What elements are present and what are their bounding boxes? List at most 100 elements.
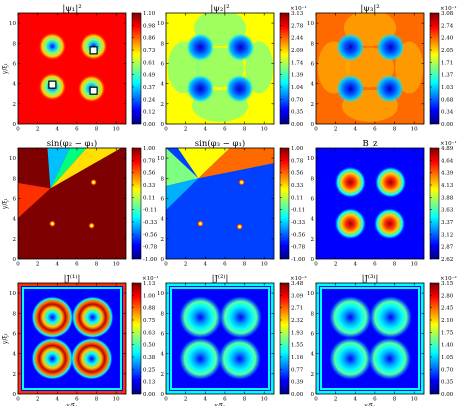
colorbar-tick-label: 1.37 xyxy=(441,73,454,79)
plot-frame xyxy=(315,147,425,260)
colorbar-tick-label: 0.00 xyxy=(143,392,156,398)
y-tick-label: 8 xyxy=(13,41,17,47)
edge-current xyxy=(316,283,424,394)
colorbar-tick-label: 1.10 xyxy=(143,11,156,17)
y-tick-label: 4 xyxy=(13,217,17,223)
phase-singularity xyxy=(90,179,97,186)
vortex-marker xyxy=(48,80,57,89)
colorbar-tick-label: 0.24 xyxy=(143,97,156,103)
plot-area xyxy=(316,148,424,259)
y-tick-label: 10 xyxy=(157,156,164,162)
y-tick-label: 8 xyxy=(161,176,165,182)
plot-frame xyxy=(165,12,275,125)
colorbar xyxy=(279,282,290,395)
x-tick-label: 6 xyxy=(223,127,227,133)
phase-singularity xyxy=(49,220,56,227)
colorbar-tick-label: 1.13 xyxy=(143,281,156,287)
x-tick-label: 6 xyxy=(373,397,377,403)
colorbar xyxy=(131,12,142,125)
plot-frame xyxy=(17,12,127,125)
colorbar xyxy=(429,12,440,125)
y-tick-label: 8 xyxy=(13,176,17,182)
vortex-core xyxy=(31,296,74,339)
y-tick-label: 10 xyxy=(307,291,314,297)
x-tick-label: 6 xyxy=(75,397,79,403)
vortex-core xyxy=(368,337,411,380)
phase-region xyxy=(47,148,71,189)
y-tick-label: 10 xyxy=(157,21,164,27)
colorbar xyxy=(131,147,142,260)
y-tick-label: 6 xyxy=(161,61,165,67)
plot-frame xyxy=(315,282,425,395)
colorbar-tick-label: 0.00 xyxy=(143,122,156,128)
x-tick-label: 8 xyxy=(393,262,397,268)
colorbar-tick-label: 0.98 xyxy=(143,23,156,29)
colorbar-tick-label: 2.44 xyxy=(291,36,304,42)
phase-region xyxy=(18,183,51,218)
y-tick-label: 4 xyxy=(311,82,315,88)
plot-area xyxy=(18,148,126,259)
x-tick-label: 8 xyxy=(243,127,247,133)
x-tick-label: 2 xyxy=(334,127,338,133)
y-tick-label: 0 xyxy=(311,392,315,398)
y-tick-label: 4 xyxy=(311,352,315,358)
colorbar-tick-label: 1.00 xyxy=(143,146,156,152)
colorbar-tick-label: 1.05 xyxy=(441,355,454,361)
colorbar-tick-label: 4.89 xyxy=(441,146,454,152)
colorbar-tick-label: 0.34 xyxy=(441,110,454,116)
colorbar-tick-label: 0.33 xyxy=(291,183,304,189)
heatmap-panel: 0 2 4 6 8 10 0 2 4 6 8 10 |ψ₃|² 0.00 0.34 0.68 1.03 1.37 1… xyxy=(307,4,457,133)
y-tick-label: 4 xyxy=(311,217,315,223)
plot-area xyxy=(316,13,424,124)
x-tick-label: 2 xyxy=(334,397,338,403)
colorbar-tick-label: 0.37 xyxy=(143,85,156,91)
y-tick-label: 0 xyxy=(311,257,315,263)
x-tick-label: 4 xyxy=(56,262,60,268)
colorbar-tick-label: 1.93 xyxy=(291,330,304,336)
edge-current xyxy=(170,287,270,390)
y-tick-label: 6 xyxy=(311,196,315,202)
colorbar-multiplier: ×10⁻¹ xyxy=(440,5,457,12)
x-tick-label: 4 xyxy=(204,397,208,403)
panel-title: |ψ₃|² xyxy=(360,4,379,14)
vortex-core xyxy=(336,33,365,62)
vortex-core xyxy=(70,337,113,380)
x-tick-label: 8 xyxy=(95,397,99,403)
vortex-core xyxy=(374,166,407,199)
colorbar-tick-label: 3.13 xyxy=(291,11,304,17)
colorbar-tick-label: 0.35 xyxy=(291,110,304,116)
vortex-core xyxy=(225,74,254,103)
phase-region xyxy=(166,148,199,186)
y-tick-label: 2 xyxy=(311,237,315,243)
colorbar-tick-label: 0.25 xyxy=(143,367,156,373)
y-tick-label: 10 xyxy=(9,156,16,162)
y-tick-label: 4 xyxy=(13,352,17,358)
x-axis-label: x/ξ₁ xyxy=(364,403,375,406)
heatmap-panel: 0 2 4 6 8 10 0 2 4 6 8 10 |ψ₂|² 0.00 0.35 0.70 1.04 1.39 1… xyxy=(157,4,307,133)
vortex-core xyxy=(369,296,412,339)
x-tick-label: 2 xyxy=(36,262,40,268)
x-tick-label: 0 xyxy=(164,397,168,403)
colorbar-tick-label: 0.78 xyxy=(143,158,156,164)
y-tick-label: 4 xyxy=(13,82,17,88)
colorbar-tick-label: -1.00 xyxy=(291,257,306,263)
colorbar-tick-label: 0.70 xyxy=(291,97,304,103)
y-tick-label: 8 xyxy=(311,41,315,47)
x-tick-label: 10 xyxy=(113,127,120,133)
colorbar-tick-label: 3.37 xyxy=(441,220,454,226)
colorbar-tick-label: 2.74 xyxy=(441,23,454,29)
y-tick-label: 6 xyxy=(13,61,17,67)
plot-area xyxy=(166,283,274,394)
plot-frame xyxy=(315,12,425,125)
heatmap-panel: 0 2 4 6 8 10 0 2 4 6 8 10 |J⁽³⁾| x/ξ₁ 0.00 0.35 0.70 1.05… xyxy=(307,274,457,406)
y-tick-label: 2 xyxy=(161,237,165,243)
y-tick-label: 10 xyxy=(307,156,314,162)
x-tick-label: 4 xyxy=(354,397,358,403)
x-tick-label: 8 xyxy=(393,127,397,133)
edge-current xyxy=(22,287,122,390)
colorbar-tick-label: 4.64 xyxy=(441,158,454,164)
colorbar-tick-label: 0.49 xyxy=(143,73,156,79)
y-tick-label: 6 xyxy=(161,331,165,337)
phase-region xyxy=(198,148,274,179)
colorbar-tick-label: 0.63 xyxy=(143,330,156,336)
